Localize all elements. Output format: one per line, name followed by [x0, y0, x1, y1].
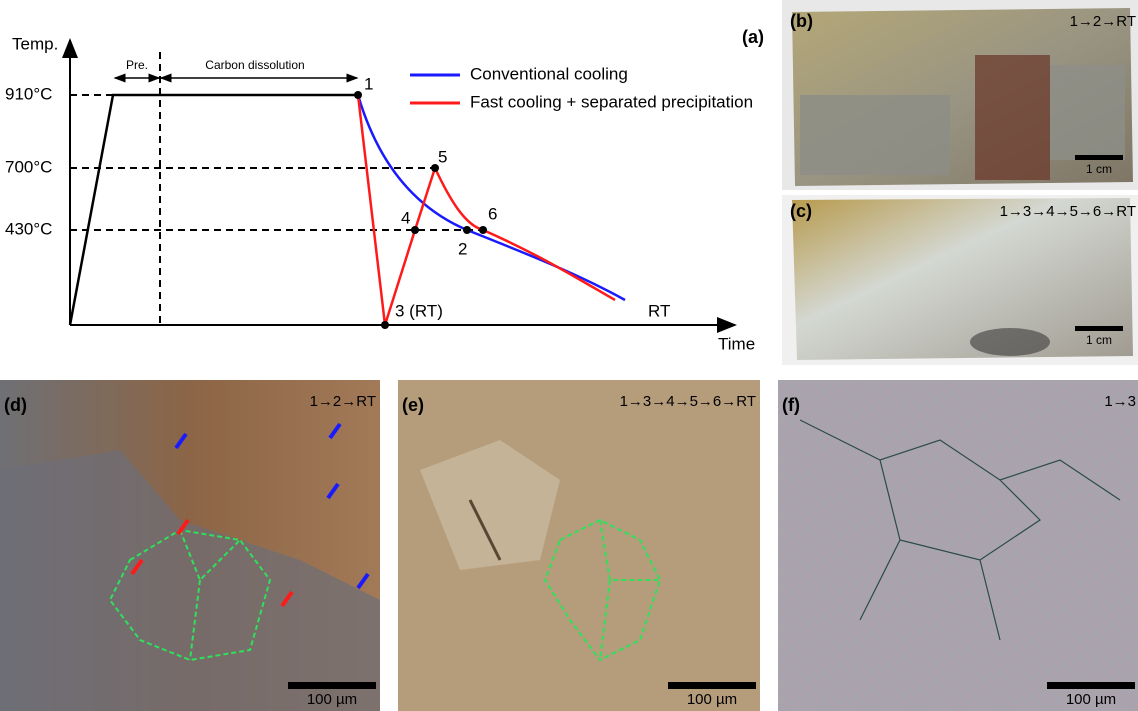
point-label: 4 [401, 208, 410, 227]
x-label: Time [718, 334, 755, 353]
heating-line [70, 95, 358, 325]
scale-label: 100 µm [307, 691, 357, 708]
point-label: 5 [438, 147, 447, 166]
fast-curve [358, 95, 615, 325]
panel-label: (f) [782, 395, 800, 415]
point-label: 6 [488, 204, 497, 223]
scale-label: 100 µm [1066, 691, 1116, 708]
legend-label: Conventional cooling [470, 64, 628, 83]
temp-label: 430°C [5, 219, 52, 238]
route-label: 1→3 [1104, 393, 1136, 410]
route-label: 1→3→4→5→6→RT [1000, 203, 1136, 220]
panel-d: 100 µm (d) 1→2→RT [0, 380, 380, 711]
panel-a [70, 40, 735, 329]
y-label: Temp. [12, 34, 58, 53]
panel-e: 100 µm (e) 1→3→4→5→6→RT [398, 380, 760, 711]
panel-label: (e) [402, 395, 424, 415]
panel-c: 1 cm (c) 1→3→4→5→6→RT [782, 195, 1138, 365]
temp-label: 700°C [5, 157, 52, 176]
scale-label: 1 cm [1086, 333, 1112, 347]
legend-label: Fast cooling + separated precipitation [470, 92, 753, 111]
panel-a-text: Temp. Time 910°C 700°C 430°C Pre. Carbon… [5, 27, 764, 354]
route-label: 1→2→RT [1070, 13, 1136, 30]
panel-label: (d) [4, 395, 27, 415]
end-label: RT [648, 301, 670, 320]
point-label: 3 (RT) [395, 301, 443, 320]
point-label: 1 [364, 74, 373, 93]
panel-label: (b) [790, 11, 813, 31]
panel-label: (c) [790, 201, 812, 221]
point-label: 2 [458, 239, 467, 258]
scale-label: 100 µm [687, 691, 737, 708]
panel-b: 1 cm (b) 1→2→RT [782, 0, 1138, 190]
temp-label: 910°C [5, 84, 52, 103]
conventional-curve [358, 95, 625, 300]
route-label: 1→3→4→5→6→RT [620, 393, 756, 410]
guides [70, 52, 483, 325]
scale-label: 1 cm [1086, 162, 1112, 176]
stage-label: Pre. [126, 58, 148, 72]
figure: Temp. Time 910°C 700°C 430°C Pre. Carbon… [0, 0, 1138, 711]
route-label: 1→2→RT [310, 393, 376, 410]
panel-f: 100 µm (f) 1→3 [778, 380, 1138, 711]
stage-label: Carbon dissolution [205, 58, 304, 72]
panel-label: (a) [742, 27, 764, 47]
